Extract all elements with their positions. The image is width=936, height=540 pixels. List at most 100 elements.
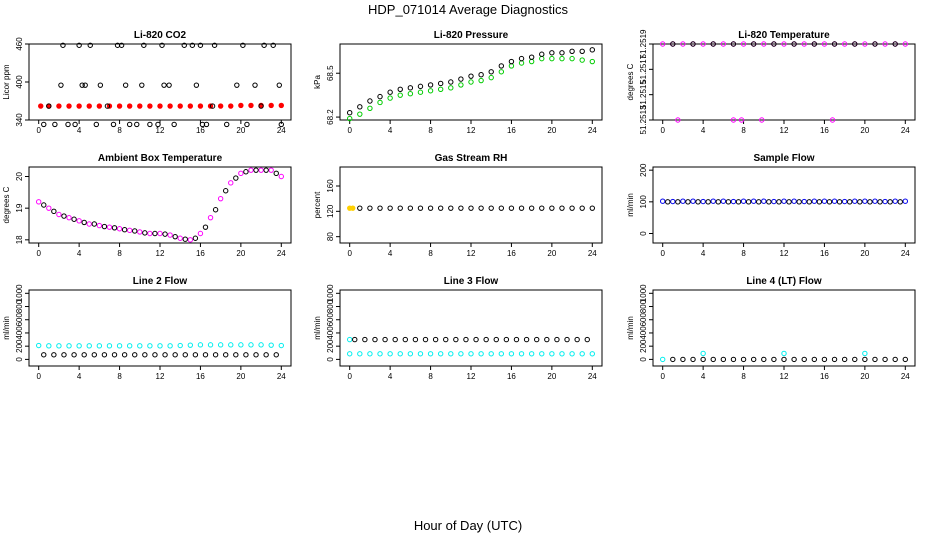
data-point bbox=[223, 352, 229, 358]
x-tick-label: 12 bbox=[156, 249, 165, 258]
data-point bbox=[157, 343, 163, 349]
x-tick-label: 0 bbox=[347, 249, 352, 258]
data-point bbox=[508, 205, 515, 211]
data-point bbox=[207, 214, 214, 221]
data-point bbox=[240, 42, 246, 48]
data-point bbox=[498, 63, 505, 69]
data-point bbox=[263, 352, 269, 358]
data-point bbox=[65, 121, 71, 128]
data-point bbox=[518, 205, 525, 211]
data-point bbox=[564, 336, 570, 343]
data-point bbox=[882, 41, 888, 47]
data-point bbox=[458, 82, 464, 88]
data-point bbox=[104, 103, 111, 109]
x-tick-label: 24 bbox=[588, 126, 597, 135]
data-point bbox=[147, 230, 153, 237]
data-point bbox=[841, 356, 848, 363]
y-tick-label: 0 bbox=[326, 357, 335, 362]
data-point bbox=[161, 82, 167, 88]
x-tick-label: 20 bbox=[860, 249, 869, 258]
x-tick-label: 12 bbox=[780, 372, 789, 381]
data-point bbox=[417, 205, 424, 211]
data-point bbox=[377, 205, 383, 211]
x-tick-label: 24 bbox=[901, 249, 910, 258]
data-point bbox=[273, 352, 279, 358]
data-point bbox=[528, 351, 535, 357]
x-tick-label: 0 bbox=[347, 126, 352, 135]
data-point bbox=[243, 352, 249, 358]
x-tick-label: 0 bbox=[36, 249, 41, 258]
data-point bbox=[690, 41, 696, 47]
data-point bbox=[735, 199, 742, 205]
data-point bbox=[539, 55, 545, 62]
x-tick-label: 4 bbox=[701, 372, 706, 381]
x-tick-label: 20 bbox=[236, 126, 245, 135]
data-point bbox=[781, 356, 787, 363]
data-point bbox=[730, 356, 737, 363]
data-point bbox=[417, 83, 424, 90]
panel-8: Line 3 Flow ml/min 0 4 8 12 16 20 24 0 20040060080… bbox=[313, 276, 603, 381]
data-point bbox=[437, 86, 444, 93]
data-point bbox=[811, 356, 818, 363]
y-tick-label: 80 bbox=[326, 232, 335, 241]
data-point bbox=[38, 103, 44, 109]
data-point bbox=[397, 86, 403, 93]
data-point bbox=[882, 356, 888, 363]
data-point bbox=[197, 342, 204, 348]
data-point bbox=[841, 41, 848, 47]
x-tick-label: 4 bbox=[77, 372, 82, 381]
x-tick-label: 4 bbox=[388, 372, 393, 381]
y-tick-label: 400 bbox=[639, 326, 648, 340]
data-point bbox=[468, 73, 474, 79]
data-point bbox=[781, 41, 787, 47]
y-tick-label: 18 bbox=[15, 235, 24, 244]
data-point bbox=[347, 336, 353, 343]
data-point bbox=[569, 205, 575, 211]
data-point bbox=[806, 199, 812, 205]
data-point bbox=[847, 199, 853, 205]
data-point bbox=[203, 121, 210, 128]
data-point bbox=[82, 82, 88, 88]
x-tick-label: 16 bbox=[820, 372, 829, 381]
data-point bbox=[121, 352, 128, 358]
plot-frame bbox=[339, 289, 603, 367]
data-point bbox=[134, 121, 140, 128]
data-point bbox=[513, 336, 520, 343]
data-point bbox=[397, 351, 403, 357]
data-point bbox=[187, 103, 194, 109]
data-point bbox=[187, 342, 194, 348]
data-point bbox=[276, 82, 282, 88]
x-tick-label: 20 bbox=[547, 249, 556, 258]
panel-9: Line 4 (LT) Flow ml/min 0 4 8 12 16 20 24 0 200400… bbox=[626, 276, 916, 381]
x-tick-label: 8 bbox=[741, 126, 746, 135]
data-point bbox=[498, 205, 505, 211]
y-tick-label: 1000 bbox=[15, 284, 24, 302]
data-point bbox=[172, 233, 178, 240]
x-tick-label: 8 bbox=[428, 126, 433, 135]
data-point bbox=[177, 342, 183, 349]
data-point bbox=[387, 351, 393, 357]
data-point bbox=[831, 41, 838, 47]
data-point bbox=[670, 41, 676, 47]
data-point bbox=[750, 356, 757, 363]
data-point bbox=[407, 90, 414, 97]
data-point bbox=[46, 103, 52, 109]
data-point bbox=[187, 237, 194, 243]
data-point bbox=[508, 351, 515, 357]
x-tick-label: 16 bbox=[507, 126, 516, 135]
data-point bbox=[887, 199, 893, 205]
data-point bbox=[121, 227, 128, 233]
data-point bbox=[882, 198, 888, 205]
data-point bbox=[209, 103, 216, 109]
x-tick-label: 16 bbox=[196, 249, 205, 258]
data-point bbox=[66, 214, 72, 221]
plot-frame bbox=[339, 166, 603, 244]
data-point bbox=[91, 352, 97, 358]
y-axis-label: ml/min bbox=[626, 193, 635, 217]
data-point bbox=[892, 41, 898, 47]
data-point bbox=[157, 230, 163, 237]
x-tick-label: 24 bbox=[588, 372, 597, 381]
y-tick-label: 1000 bbox=[639, 284, 648, 302]
data-point bbox=[478, 205, 484, 211]
